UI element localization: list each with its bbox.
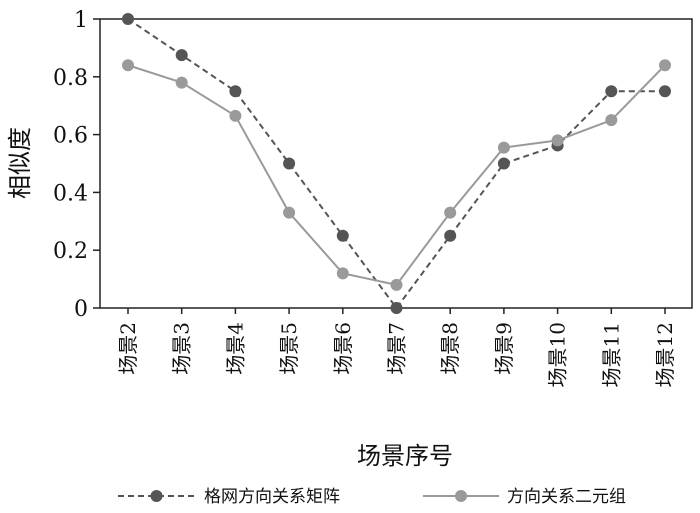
y-tick-label: 0.6 [53, 124, 88, 149]
data-point [390, 278, 403, 291]
data-point [336, 267, 349, 280]
y-tick-label: 1 [74, 8, 88, 33]
y-tick-label: 0 [74, 297, 88, 322]
x-tick-label: 场景11 [599, 322, 623, 387]
y-axis-ticks: 0 0.2 0.4 0.6 0.8 1 [53, 8, 100, 322]
data-point [605, 85, 618, 98]
data-point [283, 206, 296, 219]
y-tick-label: 0.2 [53, 239, 88, 264]
x-axis-title: 场景序号 [357, 442, 453, 470]
x-tick-label: 场景9 [492, 322, 516, 375]
x-tick-label: 场景2 [116, 322, 140, 375]
legend-marker [455, 490, 467, 502]
data-point [229, 85, 242, 98]
y-tick-label: 0.4 [53, 181, 88, 206]
x-tick-label: 场景3 [170, 322, 194, 375]
legend: 格网方向关系矩阵 方向关系二元组 [118, 487, 626, 507]
x-tick-label: 场景7 [385, 322, 409, 375]
series-layer [122, 13, 671, 314]
data-point [444, 229, 457, 242]
x-axis-ticks: 场景2 场景3 场景4 场景5 场景6 场景7 场景8 场景9 场景10 场景11 场景12 [116, 308, 677, 387]
series-2 [122, 59, 671, 291]
series-line [127, 64, 666, 286]
y-tick-label: 0.8 [53, 66, 88, 91]
x-tick-label: 场景12 [653, 322, 677, 387]
data-point [497, 141, 510, 154]
data-point [659, 85, 671, 98]
legend-marker [150, 490, 163, 502]
data-point [283, 157, 296, 170]
data-point [122, 59, 134, 72]
data-point [605, 114, 618, 127]
plot-frame [99, 18, 693, 309]
series-1 [122, 13, 671, 314]
data-point [551, 134, 564, 147]
x-tick-label: 场景6 [331, 322, 355, 375]
x-tick-label: 场景10 [546, 322, 570, 387]
data-point [175, 76, 188, 89]
data-point [229, 109, 242, 122]
legend-label: 方向关系二元组 [507, 487, 626, 507]
x-tick-label: 场景8 [438, 322, 462, 375]
series-line [127, 18, 665, 310]
data-point [336, 229, 349, 242]
data-point [497, 157, 510, 170]
data-point [659, 59, 671, 72]
data-point [122, 13, 134, 25]
data-point [175, 49, 188, 62]
data-point [390, 302, 403, 314]
y-axis-title: 相似度 [6, 127, 34, 199]
data-point [444, 206, 457, 219]
x-tick-label: 场景5 [277, 322, 301, 375]
x-tick-label: 场景4 [223, 322, 247, 375]
legend-label: 格网方向关系矩阵 [204, 487, 340, 507]
